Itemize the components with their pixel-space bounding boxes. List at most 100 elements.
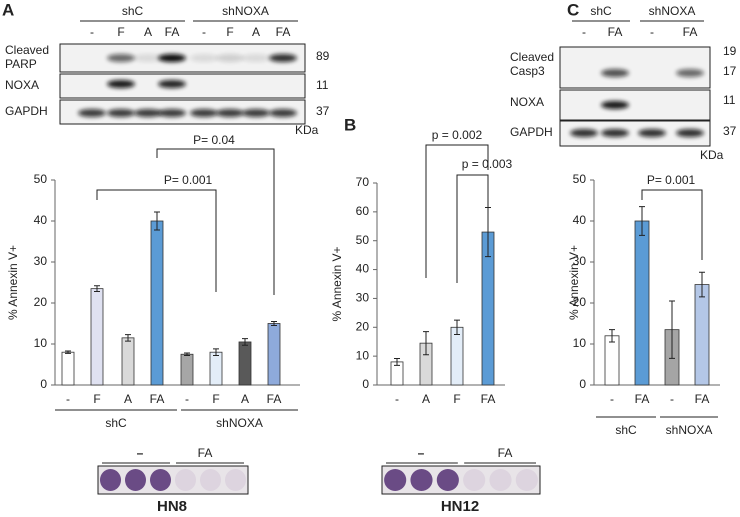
panel-label: B — [344, 115, 356, 134]
error-bar — [669, 300, 675, 359]
band — [269, 109, 297, 117]
size-label: 19 — [723, 44, 737, 58]
band — [638, 129, 666, 137]
y-tick-label: 30 — [356, 291, 370, 305]
y-tick-label: 40 — [573, 213, 587, 227]
error-bar — [271, 320, 277, 327]
x-tick-label: F — [453, 392, 460, 406]
error-bar — [394, 357, 400, 366]
plate — [97, 465, 249, 495]
band — [190, 109, 218, 117]
bar — [238, 341, 252, 386]
cell-line: HN8 — [157, 498, 187, 515]
row-label: GAPDH — [5, 104, 48, 118]
size-label: 17 — [723, 64, 737, 78]
bar — [634, 220, 650, 386]
error-bar — [454, 319, 460, 335]
well — [463, 469, 486, 491]
x-tick-label: - — [610, 392, 614, 406]
group-header: shC — [590, 4, 612, 18]
y-tick-label: 50 — [573, 172, 587, 186]
error-bar — [154, 211, 160, 231]
error-bar — [65, 350, 71, 354]
band — [601, 129, 629, 137]
error-bar — [125, 334, 131, 342]
well — [150, 469, 171, 491]
well — [489, 469, 512, 491]
bar — [694, 284, 710, 386]
bar — [121, 337, 135, 386]
lane-label: A — [252, 25, 260, 39]
lane-label: FA — [276, 25, 291, 39]
row-label: NOXA — [510, 95, 544, 109]
error-bar — [184, 352, 190, 356]
p-value: p = 0.002 — [432, 128, 483, 142]
x-tick-label: A — [241, 392, 249, 406]
cell-line: HN12 — [441, 498, 479, 515]
band — [158, 80, 186, 88]
y-tick-label: 30 — [34, 254, 48, 268]
band — [158, 54, 186, 62]
lane-label: F — [117, 25, 124, 39]
x-tick-label: FA — [695, 392, 710, 406]
group-label: shNOXA — [216, 416, 263, 430]
lane-label: F — [226, 25, 233, 39]
lane-label: - — [582, 25, 586, 39]
band — [216, 109, 244, 117]
y-tick-label: 0 — [579, 377, 586, 391]
y-tick-label: 40 — [34, 213, 48, 227]
blot-strip — [559, 46, 711, 89]
y-tick-label: 50 — [34, 172, 48, 186]
band — [676, 69, 704, 77]
x-tick-label: - — [66, 392, 70, 406]
error-bar — [639, 206, 645, 236]
bar — [450, 326, 464, 386]
p-value: p = 0.003 — [462, 157, 513, 171]
plate-label: FA — [498, 446, 513, 460]
bar — [267, 323, 281, 386]
group-label: shC — [615, 423, 637, 437]
band — [107, 80, 135, 88]
size-label: 37 — [723, 124, 737, 138]
band — [107, 54, 135, 62]
y-axis-label: % Annexin V+ — [330, 246, 344, 321]
significance-bracket — [425, 144, 489, 278]
x-tick-label: A — [422, 392, 430, 406]
significance-bracket — [456, 174, 489, 283]
group-header: shNOXA — [222, 4, 269, 18]
y-tick-label: 40 — [356, 262, 370, 276]
lane-label: FA — [608, 25, 623, 39]
error-bar — [609, 329, 615, 343]
well — [436, 469, 459, 491]
bar — [61, 351, 75, 386]
lane-label: FA — [165, 25, 180, 39]
x-tick-label: F — [212, 392, 219, 406]
x-tick-label: - — [670, 392, 674, 406]
band — [107, 109, 135, 117]
band — [190, 54, 218, 62]
group-header: shC — [122, 4, 144, 18]
x-tick-label: A — [124, 392, 132, 406]
significance-bracket — [641, 189, 703, 260]
x-tick-label: FA — [481, 392, 496, 406]
band — [78, 109, 106, 117]
size-label: 11 — [723, 93, 736, 107]
row-label: NOXA — [5, 78, 39, 92]
x-tick-label: - — [185, 392, 189, 406]
row-label: GAPDH — [510, 125, 553, 139]
y-tick-label: 20 — [356, 319, 370, 333]
plate-label: – — [137, 446, 144, 460]
size-label: 11 — [316, 78, 329, 92]
well — [175, 469, 196, 491]
plate-label: FA — [198, 446, 213, 460]
bar — [180, 353, 194, 386]
band — [242, 109, 270, 117]
lane-label: - — [202, 25, 206, 39]
row-label: Cleaved Casp3 — [510, 50, 554, 78]
size-label: 89 — [316, 49, 330, 63]
band — [601, 101, 629, 109]
group-header: shNOXA — [649, 4, 696, 18]
well — [515, 469, 538, 491]
error-bar — [213, 348, 219, 356]
